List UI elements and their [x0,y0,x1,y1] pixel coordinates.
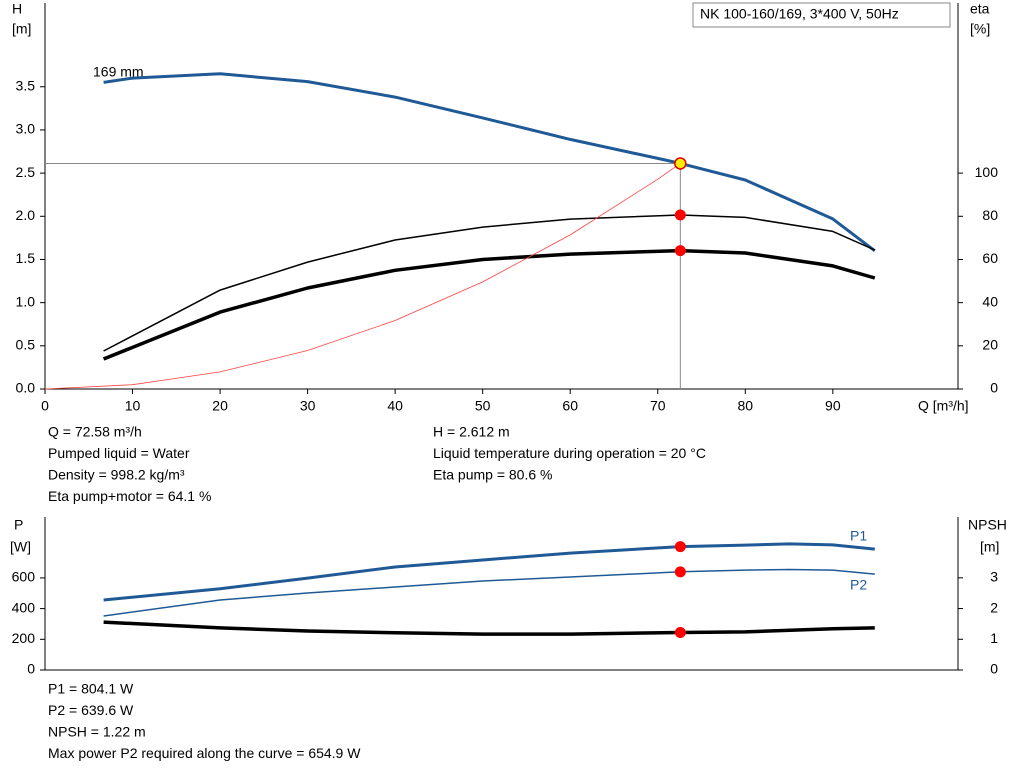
y-tick-label: 1.5 [16,250,36,266]
info-line: H = 2.612 m [433,424,510,440]
series-label: P2 [850,577,867,593]
series-label: P1 [850,528,867,544]
x-tick-label: 20 [212,398,228,414]
y2-tick-label: 0 [990,380,998,396]
info-line: Density = 998.2 kg/m³ [48,467,185,483]
curve-annotation: 169 mm [93,64,144,80]
x-tick-label: 70 [650,398,666,414]
y-tick-label: 2.0 [16,207,36,223]
info-line: Q = 72.58 m³/h [48,424,142,440]
y2-tick-label: 1 [990,630,998,646]
x-tick-label: 10 [125,398,141,414]
operating-point [674,157,687,170]
info-line: Eta pump+motor = 64.1 % [48,488,211,504]
y-tick-label: 200 [12,630,36,646]
y2-tick-label: 20 [982,337,998,353]
operating-point [674,245,686,257]
y-tick-label: 0.5 [16,337,36,353]
y-axis-unit: [m] [12,21,31,37]
y2-axis-unit: [%] [970,21,990,37]
y2-tick-label: 60 [982,250,998,266]
operating-point [674,541,686,553]
y2-axis-unit: [m] [980,539,999,555]
y2-tick-label: 40 [982,293,998,309]
y-axis-unit: [W] [10,539,31,555]
x-tick-label: 90 [825,398,841,414]
x-tick-label: 50 [475,398,491,414]
info-line: Eta pump = 80.6 % [433,467,552,483]
y-tick-label: 3.5 [16,77,36,93]
curve [103,568,875,617]
info-line: P1 = 804.1 W [48,681,134,697]
y2-axis-label: eta [970,1,990,17]
operating-point [674,627,686,639]
chart-title: NK 100-160/169, 3*400 V, 50Hz [700,6,899,22]
operating-point [674,209,686,221]
y2-axis-label: NPSH [968,517,1007,533]
y-tick-label: 600 [12,569,36,585]
info-line: Liquid temperature during operation = 20… [433,445,706,461]
y2-tick-label: 80 [982,207,998,223]
y-tick-label: 0.0 [16,380,36,396]
curve [103,214,876,352]
y-tick-label: 400 [12,599,36,615]
operating-point [674,566,686,578]
y-tick-label: 0 [27,661,35,677]
curve [103,542,875,602]
y2-tick-label: 2 [990,599,998,615]
info-line: P2 = 639.6 W [48,702,134,718]
x-tick-label: 30 [300,398,316,414]
x-axis-label: Q [m³/h] [918,398,969,414]
y-tick-label: 1.0 [16,293,36,309]
curve [103,72,876,252]
info-line: NPSH = 1.22 m [48,724,146,740]
info-line: Max power P2 required along the curve = … [48,745,361,761]
y-axis-label: H [12,1,22,17]
x-tick-label: 0 [41,398,49,414]
y-axis-label: P [14,517,23,533]
info-line: Pumped liquid = Water [48,445,190,461]
y-tick-label: 2.5 [16,164,36,180]
y-tick-label: 3.0 [16,121,36,137]
x-tick-label: 80 [737,398,753,414]
curve [102,248,876,361]
y2-tick-label: 0 [990,661,998,677]
y2-tick-label: 3 [990,569,998,585]
x-tick-label: 40 [387,398,403,414]
y2-tick-label: 100 [975,164,999,180]
curve [103,620,875,636]
curve [44,163,681,390]
x-tick-label: 60 [562,398,578,414]
title-box [692,2,951,28]
